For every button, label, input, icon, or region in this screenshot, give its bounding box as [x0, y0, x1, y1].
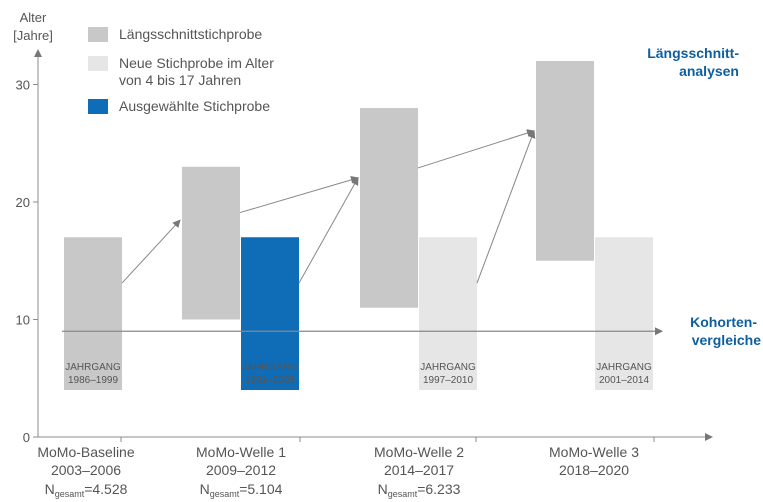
laengsschnitt-arrow: [121, 219, 181, 284]
wave-name: MoMo-Welle 1: [196, 444, 286, 460]
bar-laengs: [64, 237, 122, 390]
laengsschnitt-arrow: [239, 176, 359, 214]
labels-layer: JAHRGANG 1986–1999 JAHRGANG 1992–2005 JAHRGA…: [37, 362, 652, 499]
legend-label-ausgewaehlt: Ausgewählte Stichprobe: [119, 98, 270, 114]
jahrgang-years: 1997–2010: [423, 375, 473, 386]
wave-period: 2009–2012: [206, 462, 276, 478]
annotation-kohorten-line1: Kohorten-: [690, 314, 757, 330]
jahrgang-label: JAHRGANG: [65, 362, 121, 373]
wave-name: MoMo-Welle 3: [549, 444, 639, 460]
legend-label-laengsschnitt: Längsschnittstichprobe: [119, 26, 262, 42]
wave-n-total: Ngesamt=4.528: [45, 481, 128, 499]
annotation-laengsschnitt-line1: Längsschnitt-: [647, 45, 739, 61]
jahrgang-label: JAHRGANG: [420, 362, 476, 373]
wave-period: 2003–2006: [51, 462, 121, 478]
jahrgang-years: 2001–2014: [599, 375, 649, 386]
laengsschnitt-arrow: [417, 129, 535, 169]
bars-layer: [64, 61, 653, 390]
y-tick-label: 30: [16, 78, 30, 93]
wave-period: 2014–2017: [384, 462, 454, 478]
bar-laengs: [360, 108, 418, 308]
bar-neu: [419, 237, 477, 390]
laengsschnitt-arrow: [298, 177, 359, 284]
y-axis-title-line1: Alter: [20, 10, 47, 25]
y-axis-title-line2: [Jahre]: [13, 28, 53, 43]
legend-swatch-neue-stichprobe: [88, 56, 108, 71]
wave-n-total: Ngesamt=5.104: [200, 481, 283, 499]
legend-swatch-laengsschnitt: [88, 27, 108, 42]
jahrgang-label: JAHRGANG: [596, 362, 652, 373]
arrows-layer: [62, 129, 663, 336]
wave-name: MoMo-Welle 2: [374, 444, 464, 460]
wave-period: 2018–2020: [559, 462, 629, 478]
bar-laengs: [182, 166, 240, 320]
legend-label-neue-stichprobe-line1: Neue Stichprobe im Alter: [119, 55, 274, 71]
legend-label-neue-stichprobe-line2: von 4 bis 17 Jahren: [119, 72, 241, 88]
jahrgang-years: 1986–1999: [68, 375, 118, 386]
bar-ausgewaehlt: [241, 237, 299, 390]
axes-layer: 0 10 20 30: [16, 49, 713, 445]
bar-neu: [595, 237, 653, 390]
laengsschnitt-arrow: [476, 129, 536, 284]
annotation-laengsschnitt-line2: analysen: [679, 63, 739, 79]
y-tick-label: 0: [23, 430, 30, 445]
legend-swatch-ausgewaehlt: [88, 99, 108, 114]
jahrgang-years: 1992–2005: [245, 375, 295, 386]
legend: Längsschnittstichprobe Neue Stichprobe i…: [88, 26, 274, 114]
annotation-kohorten-line2: vergleiche: [692, 332, 761, 348]
y-tick-label: 10: [16, 313, 30, 328]
wave-name: MoMo-Baseline: [37, 444, 134, 460]
wave-n-total: Ngesamt=6.233: [378, 481, 461, 499]
jahrgang-label: JAHRGANG: [242, 362, 298, 373]
bar-laengs: [536, 61, 594, 261]
y-tick-label: 20: [16, 195, 30, 210]
